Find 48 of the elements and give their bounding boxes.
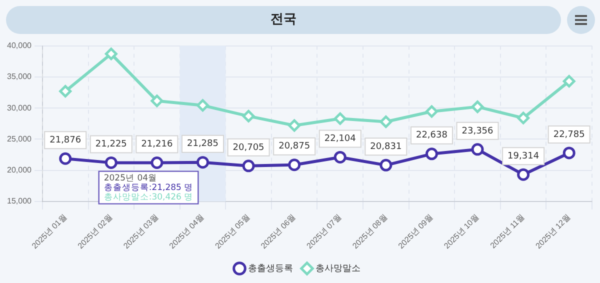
point — [242, 160, 255, 172]
point — [471, 100, 484, 114]
point — [288, 119, 301, 132]
point — [517, 112, 530, 124]
y-tick-label: 30,000 — [7, 103, 32, 112]
data-label: 23,356 — [462, 126, 494, 136]
annotation: 총출생등록:21,285 명 — [104, 182, 194, 193]
y-tick-label: 15,000 — [7, 196, 32, 206]
point — [104, 48, 118, 60]
y-tick-label: 40,000 — [7, 41, 32, 50]
annotation: 2025년 04월 — [104, 173, 158, 184]
point — [196, 156, 209, 169]
data-label: 20,705 — [232, 142, 264, 153]
point — [425, 105, 438, 118]
point — [150, 94, 164, 108]
data-label: 20,875 — [278, 142, 310, 152]
point — [242, 110, 255, 122]
point — [380, 158, 392, 172]
point — [562, 146, 576, 160]
data-label: 22,638 — [416, 130, 448, 141]
data-label: 22,785 — [553, 130, 585, 140]
y-tick-label: 35,000 — [7, 72, 32, 82]
point — [380, 116, 392, 128]
y-tick-label: 20,000 — [7, 166, 32, 175]
chart-title: 전국 — [6, 6, 561, 34]
data-label: 22,104 — [324, 134, 356, 144]
point — [471, 143, 484, 156]
y-tick-label: 25,000 — [7, 134, 32, 144]
point — [196, 99, 209, 112]
point — [425, 148, 438, 160]
legend-label: 총사망말소 — [316, 262, 360, 273]
data-label: 20,831 — [370, 142, 402, 152]
data-label: 21,216 — [141, 140, 173, 150]
data-label: 21,225 — [95, 140, 127, 150]
point — [517, 168, 530, 181]
point — [562, 75, 576, 88]
legend-label: 총출생등록 — [248, 262, 293, 273]
data-label: 21,876 — [50, 135, 82, 146]
data-label: 19,314 — [508, 151, 540, 162]
point — [59, 85, 72, 98]
point — [104, 156, 118, 169]
point — [334, 150, 346, 164]
annotation: 총사망말소:30,426 명 — [104, 192, 194, 202]
point — [150, 156, 164, 169]
point — [59, 152, 72, 165]
point — [288, 158, 301, 172]
data-label: 21,285 — [187, 139, 218, 150]
point — [334, 112, 346, 125]
